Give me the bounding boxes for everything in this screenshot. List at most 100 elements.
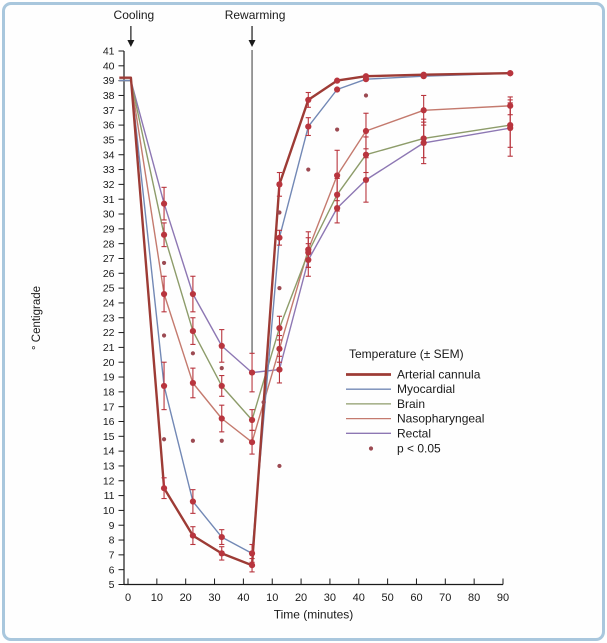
y-tick-label: 15	[103, 431, 115, 443]
significance-marker	[306, 167, 311, 172]
cooling-arrow-head	[127, 40, 135, 47]
data-point	[362, 151, 370, 158]
x-tick-label: 50	[381, 592, 393, 604]
data-point	[160, 231, 168, 238]
y-tick-label: 26	[103, 268, 115, 280]
data-point	[218, 342, 225, 350]
significance-marker	[219, 366, 224, 371]
data-point	[248, 439, 256, 446]
x-axis-title: Time (minutes)	[274, 607, 354, 621]
data-point	[362, 76, 370, 83]
y-tick-label: 33	[103, 164, 115, 176]
x-tick-label: 40	[237, 592, 249, 604]
data-point	[248, 369, 256, 376]
data-point	[160, 290, 168, 298]
y-tick-label: 16	[103, 416, 115, 428]
significance-marker	[190, 351, 196, 356]
rewarming-arrow-head	[248, 40, 256, 47]
data-point	[420, 73, 427, 80]
data-point	[362, 176, 370, 184]
x-tick-label: 10	[266, 592, 278, 604]
y-tick-label: 31	[103, 194, 115, 206]
legend-label: Brain	[397, 397, 425, 411]
y-tick-label: 9	[109, 520, 115, 532]
legend-label: Myocardial	[397, 382, 455, 396]
data-point	[507, 124, 514, 132]
y-tick-label: 11	[104, 490, 115, 502]
y-tick-label: 34	[103, 149, 115, 161]
y-tick-label: 7	[109, 549, 115, 561]
x-tick-label: 0	[125, 592, 131, 604]
legend-title: Temperature (± SEM)	[349, 347, 464, 361]
legend-label: Arterial cannula	[397, 368, 481, 382]
data-point	[160, 382, 168, 390]
data-point	[276, 325, 283, 332]
data-point	[334, 86, 341, 93]
data-point	[334, 204, 341, 212]
y-tick-label: 35	[103, 135, 115, 147]
y-tick-label: 40	[103, 60, 115, 72]
y-tick-label: 8	[109, 535, 115, 547]
y-tick-label: 41	[103, 46, 115, 58]
data-point	[420, 139, 427, 146]
y-tick-label: 37	[103, 105, 115, 117]
y-tick-label: 5	[109, 579, 115, 591]
significance-marker	[277, 286, 282, 291]
data-point	[334, 172, 341, 179]
legend-label: Rectal	[397, 426, 431, 440]
y-tick-label: 32	[103, 179, 115, 191]
data-point	[189, 290, 197, 298]
significance-marker	[190, 438, 196, 443]
significance-marker	[335, 127, 340, 132]
y-tick-label: 21	[103, 342, 115, 354]
data-point	[276, 366, 283, 373]
significance-marker	[161, 333, 167, 338]
y-tick-label: 10	[103, 505, 115, 517]
y-tick-label: 29	[103, 223, 115, 235]
y-tick-label: 36	[103, 120, 115, 132]
x-tick-label: 70	[439, 592, 451, 604]
significance-marker	[277, 210, 282, 215]
data-point	[276, 345, 283, 352]
y-tick-label: 38	[103, 90, 115, 102]
y-tick-label: 14	[103, 446, 115, 458]
data-point	[276, 234, 283, 241]
x-tick-label: 40	[353, 592, 365, 604]
significance-marker	[219, 438, 224, 443]
y-tick-label: 23	[103, 312, 115, 324]
legend-significance-marker	[368, 446, 374, 451]
y-tick-label: 20	[103, 357, 115, 369]
y-tick-label: 39	[103, 75, 115, 87]
data-point	[248, 550, 256, 557]
data-point	[305, 256, 312, 264]
data-point	[305, 123, 312, 130]
y-tick-label: 12	[103, 475, 115, 487]
data-point	[218, 550, 225, 557]
data-point	[276, 181, 283, 188]
x-tick-label: 80	[468, 592, 480, 604]
rewarming-label: Rewarming	[225, 8, 286, 22]
x-tick-label: 30	[324, 592, 336, 604]
legend-significance-label: p < 0.05	[397, 442, 441, 456]
y-tick-label: 22	[103, 327, 115, 339]
legend-label: Nasopharyngeal	[397, 412, 484, 426]
data-point	[189, 532, 197, 539]
x-tick-label: 10	[151, 592, 163, 604]
data-point	[362, 127, 370, 135]
series-line-arterial-cannula	[119, 72, 511, 567]
data-point	[218, 533, 225, 541]
x-tick-label: 90	[497, 592, 509, 604]
data-point	[189, 327, 197, 335]
data-point	[305, 96, 312, 104]
data-point	[334, 77, 341, 84]
significance-marker	[277, 463, 282, 469]
y-tick-label: 17	[103, 401, 115, 413]
series-line-rectal	[119, 79, 511, 374]
y-tick-label: 18	[103, 386, 115, 398]
data-point	[248, 416, 256, 424]
data-point	[507, 70, 514, 77]
x-tick-label: 20	[180, 592, 192, 604]
y-tick-label: 30	[103, 209, 115, 221]
